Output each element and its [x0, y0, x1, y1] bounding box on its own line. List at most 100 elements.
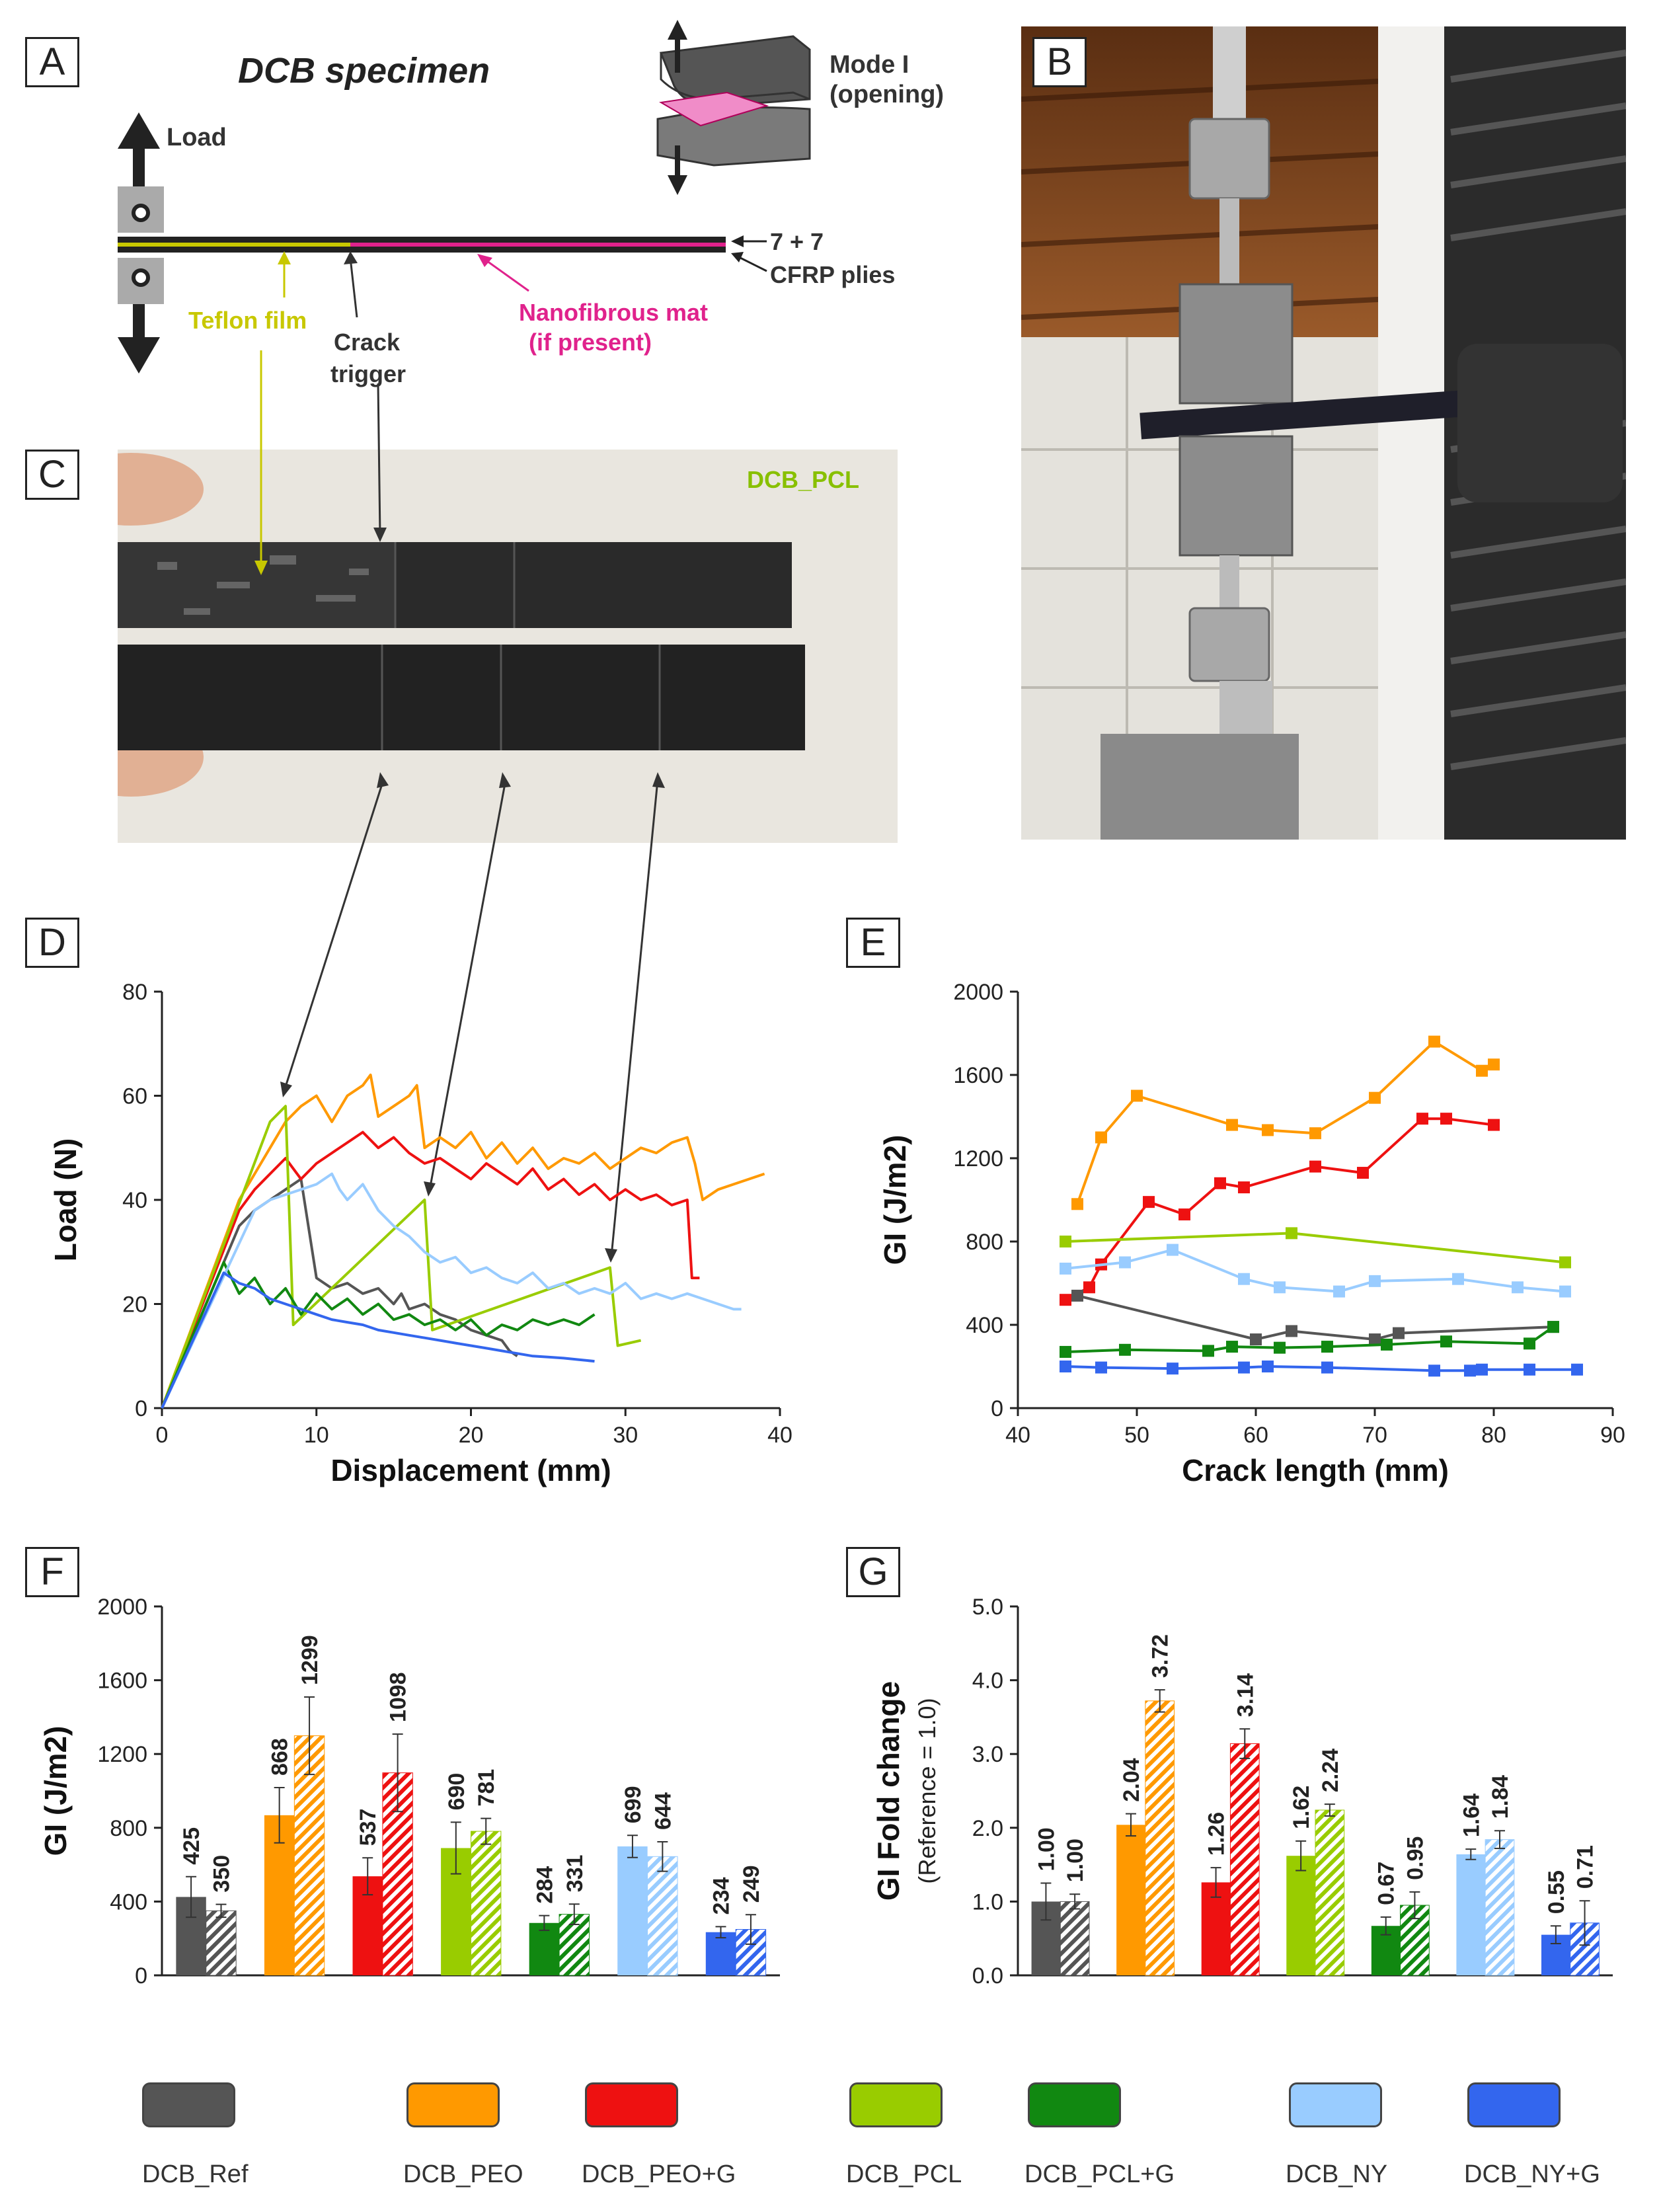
y-tick-label: 2.0: [972, 1816, 1003, 1841]
data-label: 0.95: [1403, 1837, 1428, 1880]
y-tick-label: 5.0: [972, 1595, 1003, 1620]
chart-gi-crack-length: 40 50 60 70 80 90 0 400 800 1200 1600 2000 Crack len…: [878, 980, 1625, 1487]
data-label: 350: [209, 1855, 234, 1893]
data-label: 425: [179, 1827, 204, 1865]
data-label: 690: [444, 1773, 469, 1811]
crack-label-2: trigger: [330, 360, 406, 387]
data-point: [1309, 1160, 1321, 1173]
y-tick-label: 1600: [97, 1669, 147, 1694]
data-label: 0.71: [1573, 1845, 1598, 1889]
panel-label-c: C: [25, 450, 79, 500]
legend-swatch: [1289, 2082, 1382, 2127]
y-tick-label: 0: [135, 1396, 147, 1421]
data-point: [1119, 1256, 1131, 1269]
y-tick-label: 1600: [953, 1063, 1003, 1088]
data-label: 3.72: [1148, 1634, 1173, 1678]
data-point: [1238, 1361, 1250, 1374]
data-point: [1178, 1208, 1190, 1221]
data-point: [1476, 1064, 1488, 1077]
data-point: [1226, 1341, 1238, 1353]
series-line-DCB_Ref: [1077, 1294, 1554, 1341]
series-line-DCB_PCL+G: [161, 1261, 596, 1409]
data-point: [1274, 1341, 1286, 1354]
data-point: [1369, 1091, 1381, 1104]
mode-i-icon: [656, 20, 811, 195]
data-point: [1202, 1345, 1214, 1357]
bar-DCB_PEO-hatched: [1145, 1700, 1175, 1976]
data-point: [1440, 1335, 1452, 1348]
schematic-dcb: DCB specimen Mode I (opening) Load 7 + 7…: [118, 20, 944, 387]
series-line-DCB_PEO: [161, 1074, 765, 1409]
y-tick-label: 1200: [953, 1146, 1003, 1171]
data-point: [1060, 1236, 1071, 1247]
data-point: [1333, 1285, 1345, 1298]
data-point: [1226, 1119, 1238, 1131]
legend-swatch: [585, 2082, 678, 2127]
data-label: 699: [621, 1786, 646, 1824]
x-tick-label: 20: [459, 1423, 484, 1448]
data-point: [1464, 1364, 1476, 1377]
data-point: [1071, 1198, 1083, 1210]
y-tick-label: 40: [122, 1188, 147, 1213]
data-point: [1309, 1127, 1321, 1140]
bar-DCB_PEO+G-solid: [1201, 1882, 1231, 1975]
data-point: [1488, 1119, 1500, 1131]
y-tick-label: 0.0: [972, 1963, 1003, 1989]
panel-label-b: B: [1032, 37, 1087, 87]
photo-dcb-specimens-illustration: [118, 453, 805, 797]
data-point: [1083, 1281, 1095, 1294]
mode-label-1: Mode I: [830, 51, 909, 79]
bar-DCB_NY+G-solid: [705, 1932, 736, 1975]
data-point: [1286, 1325, 1297, 1337]
bar-DCB_PEO-solid: [1116, 1825, 1145, 1975]
legend-swatch: [1028, 2082, 1121, 2127]
bar-DCB_PCL-solid: [1286, 1856, 1315, 1975]
data-label: 2.24: [1318, 1749, 1343, 1792]
data-point: [1512, 1281, 1524, 1294]
data-label: 1.00: [1063, 1838, 1088, 1882]
data-point: [1369, 1333, 1381, 1346]
y-tick-label: 20: [122, 1292, 147, 1318]
y-axis-label: GI Fold change: [871, 1681, 906, 1901]
series-line-DCB_NY: [161, 1172, 742, 1409]
bar-DCB_PCL-hatched: [471, 1831, 502, 1976]
data-point: [1321, 1341, 1333, 1353]
legend-label: DCB_PCL: [846, 2160, 962, 2188]
series-line-DCB_PEO+G: [1065, 1117, 1494, 1301]
bar-DCB_NY-hatched: [1485, 1839, 1515, 1976]
data-label: 0.55: [1544, 1870, 1569, 1914]
legend-swatch: [849, 2082, 943, 2127]
data-point: [1524, 1337, 1535, 1350]
x-tick-label: 60: [1243, 1423, 1268, 1448]
data-label: 868: [268, 1738, 293, 1776]
data-label: 0.67: [1374, 1862, 1399, 1905]
data-point: [1393, 1327, 1405, 1339]
legend-swatch: [406, 2082, 500, 2127]
data-label: 234: [709, 1877, 734, 1915]
y-tick-label: 2000: [97, 1595, 147, 1620]
x-tick-label: 40: [767, 1423, 792, 1448]
bar-DCB_Ref-hatched: [1060, 1901, 1090, 1976]
y-tick-label: 80: [122, 980, 147, 1005]
legend-label: DCB_PEO+G: [582, 2160, 736, 2188]
chart-fold-change-bars: 0.0 1.0 2.0 3.0 4.0 5.0 1.00 1.00 2.04 3.72 1.26 3.…: [871, 1595, 1613, 1989]
data-point: [1262, 1124, 1274, 1136]
panel-label-e: E: [846, 918, 900, 968]
x-axis-label: Crack length (mm): [1182, 1453, 1449, 1487]
y-tick-label: 3.0: [972, 1742, 1003, 1767]
series-line-DCB_NY: [1065, 1248, 1566, 1293]
photo-test-setup: [1021, 26, 1626, 840]
data-point: [1559, 1256, 1571, 1269]
y-tick-label: 1200: [97, 1742, 147, 1767]
data-point: [1547, 1321, 1559, 1333]
data-point: [1131, 1089, 1143, 1102]
photo-test-setup-illustration: [1021, 26, 1626, 840]
panel-label-a: A: [25, 37, 79, 87]
series-line-DCB_PEO: [1076, 1040, 1494, 1205]
series-line-DCB_PCL: [161, 1105, 642, 1409]
data-point: [1416, 1113, 1428, 1125]
legend-swatch: [142, 2082, 235, 2127]
data-label: 1299: [297, 1635, 323, 1685]
data-point: [1250, 1333, 1262, 1346]
data-label: 1.26: [1204, 1812, 1229, 1856]
